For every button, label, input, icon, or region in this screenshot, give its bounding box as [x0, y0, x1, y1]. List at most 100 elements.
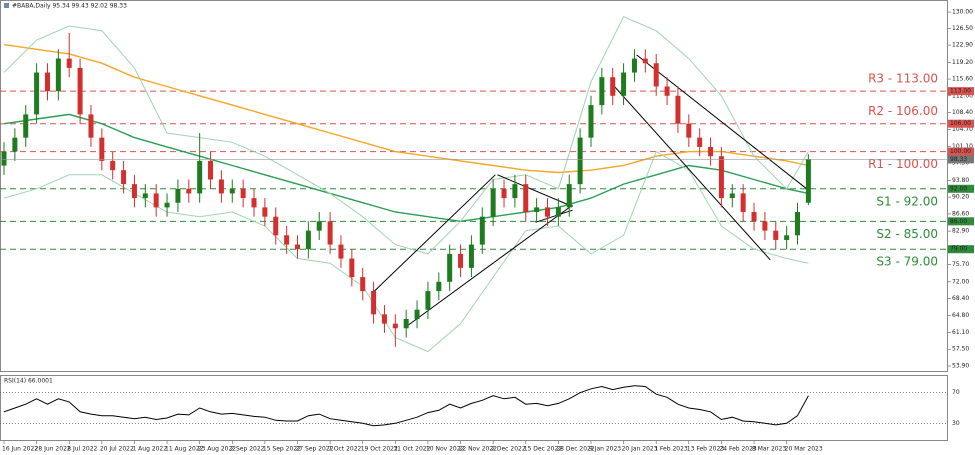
rsi-line [3, 385, 809, 427]
trendline [497, 174, 573, 207]
candle-body [360, 277, 366, 292]
x-tick-label: 15 Sep 2022 [263, 446, 301, 453]
candle-body [555, 207, 561, 217]
candle-body [566, 184, 572, 208]
x-tick-label: 28 Dec 2022 [556, 446, 595, 453]
candle-body [512, 184, 518, 199]
x-tick-label: 9 Jan 2023 [589, 446, 621, 453]
candle-body [305, 230, 311, 250]
level-tag: 86.00 [950, 218, 967, 225]
level-tag-box [948, 87, 974, 96]
candle-body [545, 207, 550, 217]
y-tick-label: 61.10 [952, 329, 969, 336]
current-price-tag: 98.33 [950, 156, 967, 163]
level-tag-box [948, 119, 974, 128]
y-tick-label: 57.50 [952, 346, 969, 353]
candle-body [110, 160, 116, 171]
rsi-panel-frame [0, 375, 948, 441]
rsi-tick-label: 70 [952, 389, 960, 396]
candle-body [66, 58, 72, 68]
level-tag: 113.00 [950, 88, 971, 95]
candle-body [686, 123, 692, 138]
level-label: S1 - 92.00 [876, 194, 938, 208]
x-tick-label: 23 Aug 2022 [198, 446, 237, 453]
candle-body [621, 72, 627, 96]
y-tick-label: 93.80 [952, 177, 969, 184]
trendline [614, 86, 771, 261]
candle-body [294, 244, 300, 250]
candle-body [425, 291, 431, 310]
candle-body [751, 212, 757, 222]
level-label: S2 - 85.00 [876, 227, 938, 241]
x-tick-label: 24 Feb 2023 [719, 446, 757, 453]
y-tick-label: 119.20 [952, 59, 973, 66]
candle-body [381, 314, 387, 324]
candle-body [197, 160, 203, 194]
y-tick-label: 90.20 [952, 194, 969, 201]
candle-body [599, 77, 605, 106]
x-tick-label: 28 Jun 2022 [35, 446, 71, 453]
candle-body [773, 230, 779, 240]
level-label: R2 - 106.00 [868, 104, 938, 118]
symbol-icon [4, 3, 9, 8]
y-tick-label: 126.50 [952, 25, 973, 32]
level-tag-box [948, 184, 974, 193]
level-label: R1 - 100.00 [868, 157, 938, 171]
y-tick-label: 122.90 [952, 42, 973, 49]
candle-body [218, 179, 224, 194]
level-tag-box [948, 245, 974, 254]
candle-body [316, 221, 322, 231]
y-tick-label: 75.70 [952, 261, 969, 268]
candle-body [392, 323, 398, 329]
candle-body [447, 253, 453, 282]
x-tick-label: 31 Oct 2022 [393, 446, 430, 453]
candle-body [240, 188, 246, 199]
rsi-title: RSI(14) 66.0001 [4, 378, 53, 385]
candle-body [631, 58, 637, 73]
candle-body [142, 193, 148, 199]
y-tick-label: 68.40 [952, 295, 969, 302]
candle-body [479, 216, 485, 245]
candle-body [436, 281, 442, 292]
level-label: S3 - 79.00 [876, 255, 938, 269]
x-tick-label: 1 Feb 2023 [654, 446, 688, 453]
candle-body [273, 216, 279, 236]
x-tick-label: 20 Mar 2023 [785, 446, 823, 453]
candle-body [468, 244, 474, 268]
x-tick-label: 19 Oct 2022 [361, 446, 398, 453]
y-tick-label: 130.00 [952, 9, 973, 16]
candle-body [534, 207, 540, 213]
candle-body [708, 146, 714, 157]
y-tick-label: 64.80 [952, 312, 969, 319]
trendline [372, 174, 496, 294]
candle-body [251, 198, 257, 208]
x-tick-label: 13 Feb 2023 [687, 446, 725, 453]
candle-body [44, 72, 50, 92]
candle-body [284, 235, 290, 245]
candle-body [610, 77, 616, 96]
indicator-line [3, 16, 809, 255]
candle-body [795, 212, 801, 236]
candle-body [55, 58, 61, 92]
candle-body [186, 188, 192, 194]
candle-body [23, 114, 29, 138]
candle-body [1, 151, 7, 166]
price-panel-frame [0, 0, 948, 372]
candle-body [414, 309, 420, 319]
x-tick-label: 11 Aug 2022 [165, 446, 204, 453]
candle-body [262, 207, 268, 217]
y-tick-label: 53.90 [952, 362, 969, 369]
candle-body [349, 258, 355, 278]
level-tag: 79.00 [950, 246, 967, 253]
candle-body [588, 105, 594, 138]
y-tick-label: 115.60 [952, 76, 973, 83]
y-tick-label: 82.90 [952, 228, 969, 235]
candle-body [740, 193, 746, 213]
rsi-tick-label: 30 [952, 420, 960, 427]
candle-body [784, 235, 790, 240]
x-tick-label: 22 Nov 2022 [459, 446, 498, 453]
candle-body [34, 72, 40, 115]
x-tick-label: 20 Jul 2022 [100, 446, 134, 453]
